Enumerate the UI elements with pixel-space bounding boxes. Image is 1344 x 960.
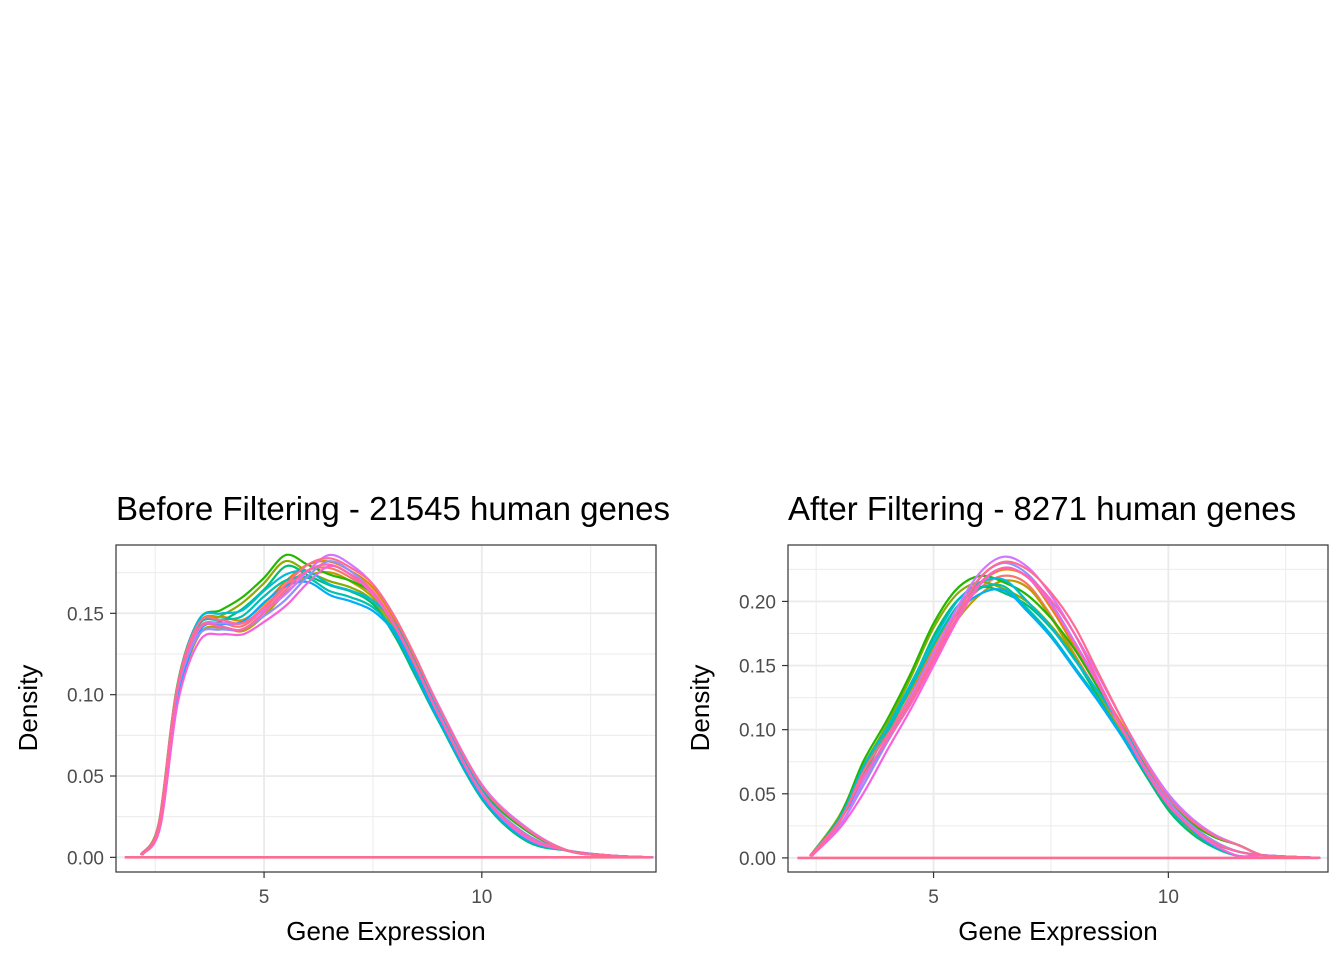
y-axis-label: Density — [13, 665, 43, 752]
density-lines — [124, 553, 654, 859]
density-curve — [141, 553, 653, 859]
y-tick-label: 0.10 — [739, 721, 776, 742]
y-tick-label: 0.05 — [67, 767, 104, 788]
y-tick-label: 0.05 — [739, 785, 776, 806]
density-curve — [140, 560, 652, 859]
x-tick-label: 10 — [471, 887, 492, 908]
y-tick-label: 0.15 — [739, 657, 776, 678]
y-tick-label: 0.20 — [739, 592, 776, 613]
density-curve — [141, 557, 653, 859]
density-curve — [141, 553, 653, 859]
y-tick-label: 0.00 — [67, 848, 104, 869]
density-curve — [141, 564, 654, 859]
axis-ticks: 5 10 0.00 0.05 0.10 0.15 0.20 — [739, 592, 1179, 908]
x-tick-label: 5 — [928, 887, 939, 908]
panel-title: Before Filtering - 21545 human genes — [116, 490, 670, 527]
panel-before: Before Filtering - 21545 human genes 5 10… — [13, 490, 670, 946]
x-tick-label: 10 — [1158, 887, 1179, 908]
panel-after: After Filtering - 8271 human genes 5 10 0.… — [685, 490, 1329, 946]
x-tick-label: 5 — [259, 887, 270, 908]
plot-frame — [787, 544, 1329, 873]
grid — [116, 545, 656, 872]
y-tick-label: 0.10 — [67, 686, 104, 707]
density-curve — [141, 570, 654, 859]
plot-frame — [115, 544, 657, 873]
density-curve — [140, 563, 652, 859]
y-tick-label: 0.15 — [67, 604, 104, 625]
x-axis-label: Gene Expression — [958, 916, 1157, 946]
density-curve — [809, 561, 1319, 859]
axis-ticks: 5 10 0.00 0.05 0.10 0.15 — [67, 604, 492, 908]
x-axis-label: Gene Expression — [286, 916, 485, 946]
grid — [788, 545, 1328, 872]
density-curve — [810, 560, 1320, 859]
y-tick-label: 0.00 — [739, 849, 776, 870]
density-lines — [797, 555, 1321, 860]
y-axis-label: Density — [685, 665, 715, 752]
density-curve — [141, 559, 653, 859]
density-curve — [811, 566, 1321, 859]
density-curve — [140, 559, 652, 859]
panel-title: After Filtering - 8271 human genes — [788, 490, 1296, 527]
density-curve — [809, 566, 1319, 859]
